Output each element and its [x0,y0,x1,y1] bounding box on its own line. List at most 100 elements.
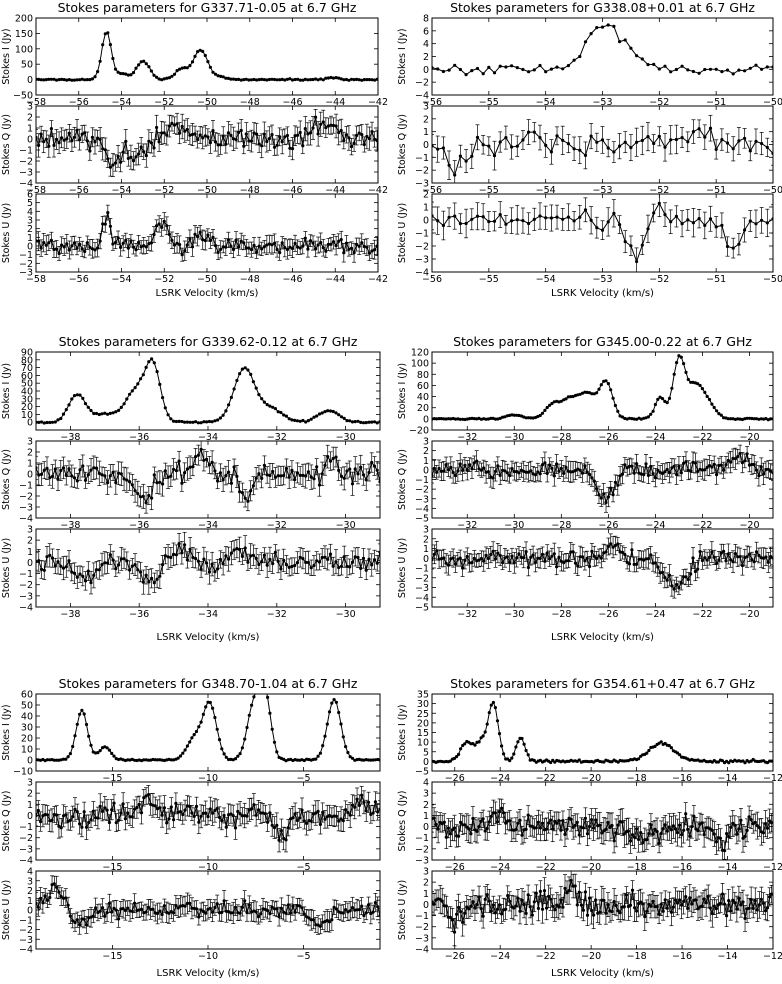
data-point [743,136,747,140]
data-point [740,563,745,568]
data-point [152,232,156,237]
data-point [432,466,436,470]
data-point [347,247,351,251]
data-point [441,146,445,150]
data-point [147,580,151,584]
data-point [50,474,55,478]
data-point [93,140,97,144]
data-point [359,566,363,571]
data-point [657,134,661,138]
data-point [524,550,528,554]
data-point [78,712,82,716]
data-point [178,754,183,758]
y-tick-label: 1 [423,544,429,555]
data-point [207,570,211,574]
data-point [566,469,571,473]
data-point [720,223,724,227]
data-point [722,549,726,554]
data-point [81,464,85,468]
y-tick-label: 50 [21,60,33,71]
y-tick-label: 2 [27,224,33,235]
data-point [672,372,676,376]
data-point [65,78,69,82]
data-point [321,120,325,124]
y-tick-label: 10 [21,745,33,756]
data-point [632,471,636,475]
data-point [298,419,302,423]
data-point [321,78,325,82]
data-point [216,567,220,571]
data-point [557,555,561,559]
data-point [260,560,264,564]
data-point [234,77,238,82]
data-point [364,421,368,425]
data-point [328,552,333,556]
data-point [275,247,279,252]
data-point [213,419,217,423]
x-tick-label: −38 [60,609,80,620]
data-point [309,417,313,421]
x-tick-label: −30 [336,520,356,531]
data-point [216,143,220,147]
data-point [334,76,338,80]
y-tick-label: 80 [21,355,33,366]
y-tick-label: −2 [19,259,33,270]
data-point [658,571,662,575]
data-point [555,65,559,69]
data-point [439,469,443,473]
data-point [42,140,46,144]
data-point [199,421,203,425]
data-point [486,417,490,421]
data-point [298,246,302,250]
data-point [260,476,264,480]
data-point [370,130,374,134]
data-point [352,78,356,82]
data-point [293,478,297,482]
data-point [686,68,690,72]
x-tick-label: −51 [706,274,726,285]
data-point [743,69,747,73]
y-tick-label: −2 [415,573,429,584]
data-point [326,409,330,413]
data-point [141,580,145,584]
data-point [265,139,269,144]
data-point [372,558,377,562]
data-point [180,124,184,129]
series-data [432,114,773,183]
x-tick-label: −54 [111,274,131,285]
data-point [198,230,202,234]
data-point [609,388,613,392]
data-point [110,751,114,756]
data-point [712,405,716,410]
data-point [375,421,379,425]
data-point [97,471,101,475]
series-data [36,109,378,177]
data-point [221,245,225,249]
data-point [714,225,718,229]
data-point [254,386,258,390]
data-point [722,468,726,472]
data-point [48,420,52,425]
data-point [453,63,457,67]
y-tick-label: −1 [19,481,33,492]
data-point [359,465,363,469]
data-point [139,570,143,574]
data-point [611,396,615,400]
data-point [334,244,338,248]
data-point [144,154,148,158]
data-point [616,409,620,413]
data-point [529,469,533,473]
data-point [550,466,554,470]
data-point [81,574,85,578]
data-point [465,554,469,559]
data-point [279,474,283,478]
data-point [65,137,69,141]
data-point [314,115,318,119]
data-point [679,581,683,585]
data-point [464,73,468,77]
data-point [715,561,719,566]
data-point [348,565,352,569]
data-point [724,559,728,563]
